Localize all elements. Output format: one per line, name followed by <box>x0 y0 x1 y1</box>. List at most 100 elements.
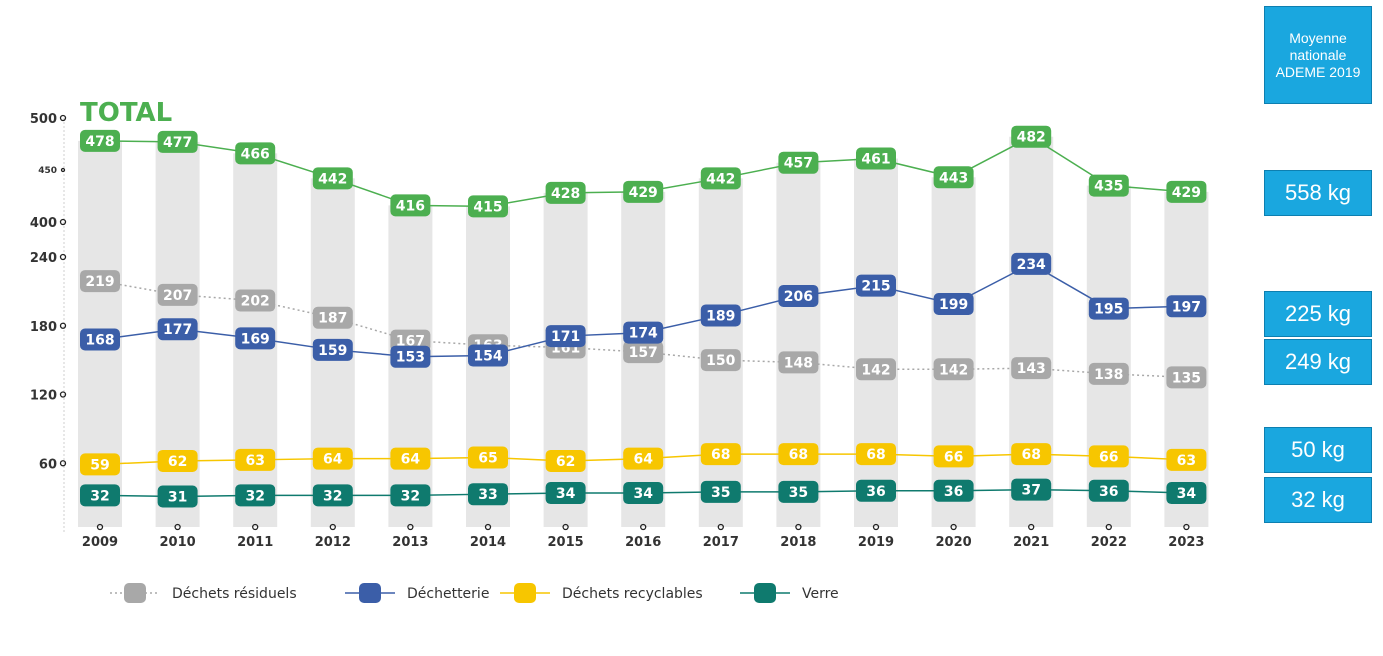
data-label: 59 <box>90 457 109 473</box>
data-label: 66 <box>1099 449 1118 465</box>
data-label: 429 <box>629 185 658 201</box>
series-d-chetterie: 168 177 169 159 153 154 171 174 189 206 215 199 234 1… <box>80 252 1207 368</box>
data-label: 138 <box>1094 367 1123 383</box>
data-label: 34 <box>633 486 653 502</box>
data-label: 31 <box>168 489 187 505</box>
data-point <box>623 482 664 505</box>
data-label: 32 <box>401 488 420 504</box>
data-point <box>312 447 353 470</box>
x-tick-dot <box>717 523 724 531</box>
x-tick-dot <box>950 523 957 531</box>
data-label: 167 <box>396 334 425 350</box>
x-tick-label: 2017 <box>703 535 739 550</box>
x-tick-label: 2020 <box>936 535 972 550</box>
data-label: 66 <box>944 449 963 465</box>
data-point <box>390 345 431 368</box>
x-tick-dot <box>484 523 492 531</box>
data-point <box>468 446 508 469</box>
legend-label: Verre <box>802 586 839 602</box>
data-point <box>235 289 276 312</box>
column-2019 <box>854 158 898 527</box>
data-point <box>390 484 431 507</box>
data-point <box>933 166 974 189</box>
series-layer: 478 477 466 442 416 415 428 429 442 457 461 443 482 4… <box>80 125 1207 508</box>
data-point <box>778 351 819 374</box>
data-point <box>545 449 586 472</box>
data-label: 457 <box>784 156 813 172</box>
data-label: 428 <box>551 186 580 202</box>
legend-item: Déchetterie <box>345 583 489 603</box>
data-point <box>933 445 974 468</box>
x-tick-dot <box>252 523 259 531</box>
data-label: 142 <box>939 362 968 378</box>
x-tick-dot <box>96 523 104 531</box>
data-point <box>700 304 741 327</box>
data-point <box>778 151 819 174</box>
data-point <box>80 328 120 351</box>
data-point <box>312 306 353 329</box>
data-label: 63 <box>245 453 264 469</box>
data-label: 197 <box>1172 299 1201 315</box>
y-tick-label: 180 <box>30 320 57 335</box>
data-label: 477 <box>163 135 192 151</box>
data-label: 32 <box>90 488 109 504</box>
data-point <box>1166 295 1207 318</box>
data-point <box>157 318 198 341</box>
data-label: 443 <box>939 170 968 186</box>
data-label: 442 <box>706 171 735 187</box>
data-label: 36 <box>866 484 885 500</box>
data-point <box>933 358 974 381</box>
x-tick-label: 2010 <box>160 535 196 550</box>
data-label: 219 <box>85 274 114 290</box>
x-tick-dot <box>1105 523 1112 531</box>
data-label: 32 <box>323 488 342 504</box>
data-label: 169 <box>241 331 270 347</box>
data-label: 135 <box>1172 370 1201 386</box>
data-label: 35 <box>789 485 808 501</box>
data-point <box>312 338 353 361</box>
legend: Déchets résiduels Déchetterie Déchets recy… <box>110 583 839 603</box>
x-tick-label: 2023 <box>1168 535 1204 550</box>
y-tick-label: 450 <box>38 166 57 176</box>
data-label: 415 <box>473 199 502 215</box>
x-tick-label: 2009 <box>82 535 118 550</box>
data-point <box>1011 125 1052 148</box>
y-tick-dot <box>59 253 67 261</box>
data-label: 36 <box>944 484 963 500</box>
data-point <box>1088 297 1129 320</box>
series-total: 478 477 466 442 416 415 428 429 442 457 461 443 482 4… <box>80 125 1207 218</box>
column-2014 <box>466 206 510 527</box>
data-label: 206 <box>784 289 813 305</box>
data-point <box>700 349 741 372</box>
data-point <box>778 443 819 466</box>
data-point <box>856 358 896 381</box>
legend-item: Déchets recyclables <box>500 583 703 603</box>
data-point <box>80 270 120 293</box>
data-point <box>1011 443 1052 466</box>
data-point <box>312 167 353 190</box>
x-tick-label: 2014 <box>470 535 506 550</box>
y-tick-label: 120 <box>30 389 57 404</box>
y-tick-label: 500 <box>30 112 57 127</box>
y-tick-dot <box>59 460 67 467</box>
x-tick-label: 2011 <box>237 535 273 550</box>
y-tick-dot <box>59 322 67 329</box>
data-label: 142 <box>861 362 890 378</box>
data-label: 34 <box>556 486 576 502</box>
x-tick-label: 2016 <box>625 535 661 550</box>
ademe-verre-value: 32 kg <box>1264 477 1372 523</box>
legend-swatch <box>359 583 381 603</box>
x-tick-label: 2012 <box>315 535 351 550</box>
data-label: 35 <box>711 485 730 501</box>
data-label: 435 <box>1094 179 1123 195</box>
ademe-residuels-value: 249 kg <box>1264 339 1372 385</box>
data-point <box>700 167 741 190</box>
data-point <box>80 484 120 507</box>
ademe-total-value: 558 kg <box>1264 170 1372 216</box>
data-label: 68 <box>789 447 808 463</box>
data-label: 68 <box>866 447 885 463</box>
data-label: 63 <box>1177 453 1196 469</box>
data-label: 207 <box>163 288 192 304</box>
data-point <box>856 147 896 170</box>
